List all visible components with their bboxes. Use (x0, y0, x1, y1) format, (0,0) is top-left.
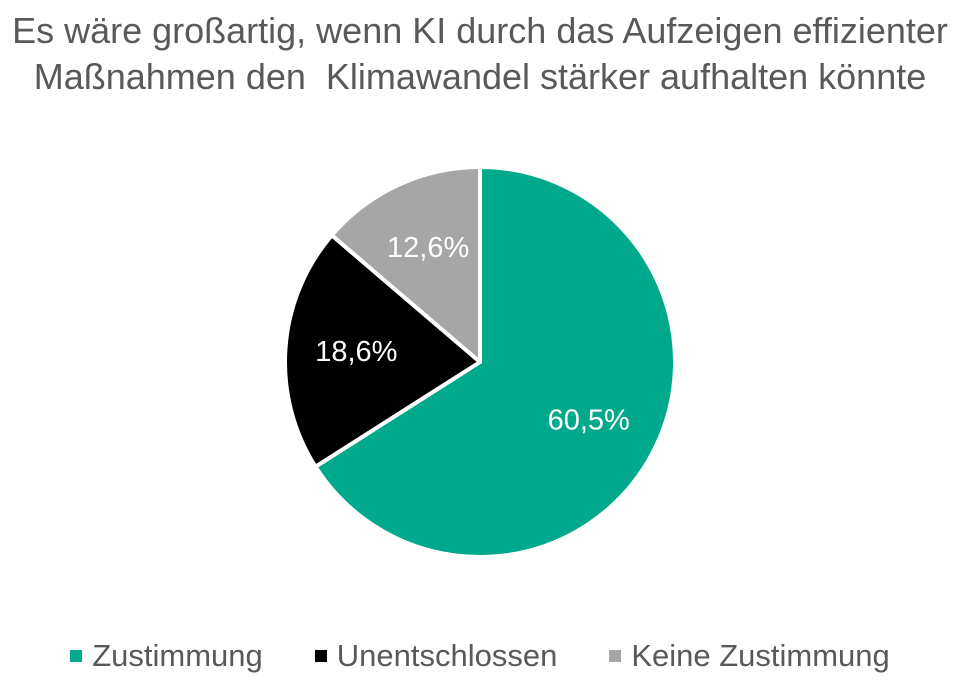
chart-title-line-2: Maßnahmen den Klimawandel stärker aufhal… (33, 56, 927, 97)
legend-swatch-unentschlossen (314, 650, 327, 662)
chart-legend: Zustimmung Unentschlossen Keine Zustimmu… (0, 638, 960, 674)
data-label-zustimmung: 60,5% (548, 404, 630, 436)
legend-label-zustimmung: Zustimmung (92, 638, 263, 673)
pie-slice-zustimmung (313, 165, 677, 559)
legend-item-keine-zustimmung: Keine Zustimmung (609, 638, 890, 674)
legend-item-unentschlossen: Unentschlossen (314, 638, 558, 674)
data-label-keine-zustimmung: 12,6% (387, 232, 469, 264)
legend-label-keine-zustimmung: Keine Zustimmung (631, 638, 890, 673)
data-label-unentschlossen: 18,6% (315, 336, 397, 368)
chart-title: Es wäre großartig, wenn KI durch das Auf… (0, 8, 960, 100)
pie-slice-unentschlossen (283, 233, 482, 469)
pie-slice-keine-zustimmung (329, 165, 482, 364)
legend-swatch-keine-zustimmung (609, 650, 622, 662)
chart-title-line-1: Es wäre großartig, wenn KI durch das Auf… (12, 10, 948, 51)
legend-item-zustimmung: Zustimmung (70, 638, 263, 674)
legend-label-unentschlossen: Unentschlossen (336, 638, 558, 673)
legend-swatch-zustimmung (70, 650, 83, 662)
